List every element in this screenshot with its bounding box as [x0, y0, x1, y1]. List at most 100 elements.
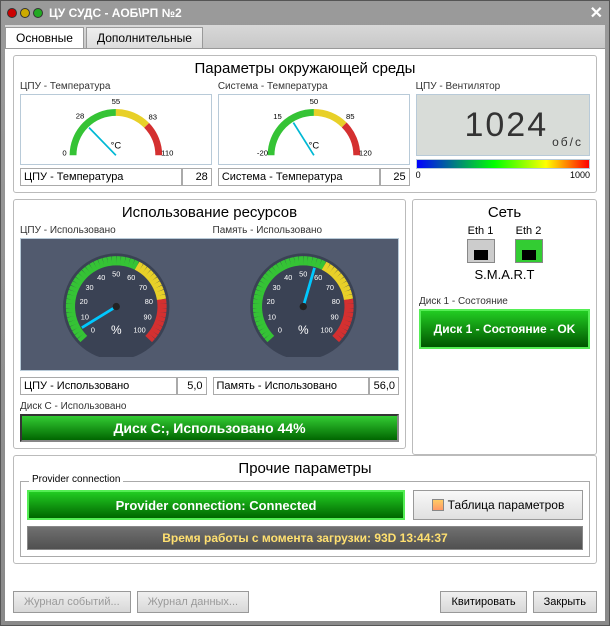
disk1-status: Диск 1 - Состояние - OK: [419, 309, 590, 349]
sys-temp-gauge: -20155085120°C: [218, 94, 410, 165]
provider-text: Provider connection: Connected: [116, 498, 317, 513]
sys-temp-value[interactable]: [380, 168, 410, 186]
cpu-use-reading-label[interactable]: [20, 377, 177, 395]
sys-temp-svg: -20155085120°C: [221, 97, 407, 157]
cpu-temp-label: ЦПУ - Температура: [20, 81, 212, 92]
cpu-use-label: ЦПУ - Использовано: [20, 225, 207, 236]
mem-use-reading-label[interactable]: [213, 377, 370, 395]
uptime-text: Время работы с момента загрузки: 93D 13:…: [162, 531, 447, 545]
params-table-label: Таблица параметров: [448, 498, 565, 512]
svg-text:0: 0: [277, 326, 281, 335]
disk-label: Диск C - Использовано: [20, 401, 399, 412]
svg-text:20: 20: [266, 297, 274, 306]
window-body: Основные Дополнительные Параметры окружа…: [5, 25, 605, 621]
tab-extra[interactable]: Дополнительные: [86, 27, 203, 48]
svg-text:0: 0: [91, 326, 95, 335]
svg-text:10: 10: [81, 313, 89, 322]
eth1-port-icon: [467, 239, 495, 263]
fan-min: 0: [416, 170, 421, 180]
cpu-temp-reading-label[interactable]: [20, 168, 182, 186]
tab-main[interactable]: Основные: [5, 27, 84, 48]
svg-text:60: 60: [127, 273, 135, 282]
svg-text:70: 70: [139, 283, 147, 292]
cpu-temp-value[interactable]: [182, 168, 212, 186]
svg-text:120: 120: [359, 148, 372, 157]
dot-green: [33, 8, 43, 18]
svg-text:15: 15: [273, 112, 282, 121]
close-icon[interactable]: ✕: [590, 3, 603, 23]
close-button[interactable]: Закрыть: [533, 591, 597, 613]
fan-label: ЦПУ - Вентилятор: [416, 81, 590, 92]
env-title: Параметры окружающей среды: [20, 60, 590, 77]
disk1-text: Диск 1 - Состояние - OK: [434, 322, 576, 336]
mem-use-value[interactable]: [369, 377, 399, 395]
cpu-radial: 0102030405060708090100%: [25, 247, 208, 357]
svg-text:90: 90: [330, 313, 338, 322]
provider-status[interactable]: Provider connection: Connected: [27, 490, 405, 520]
svg-text:85: 85: [346, 112, 355, 121]
svg-text:28: 28: [76, 111, 85, 120]
provider-box: Provider connection Provider connection:…: [20, 481, 590, 557]
svg-text:83: 83: [148, 112, 157, 121]
cpu-use-value[interactable]: [177, 377, 207, 395]
cpu-use-cell: ЦПУ - Использовано: [20, 225, 207, 238]
svg-text:%: %: [111, 323, 122, 337]
fan-scale: 0 1000: [416, 170, 590, 180]
svg-text:-20: -20: [257, 148, 268, 157]
provider-legend: Provider connection: [29, 474, 123, 485]
svg-text:80: 80: [331, 297, 339, 306]
group-resources: Использование ресурсов ЦПУ - Использован…: [13, 199, 406, 449]
sys-temp-label: Система - Температура: [218, 81, 410, 92]
svg-text:100: 100: [320, 326, 332, 335]
dot-yellow: [20, 8, 30, 18]
svg-text:%: %: [297, 323, 308, 337]
svg-text:40: 40: [284, 273, 292, 282]
group-environment: Параметры окружающей среды ЦПУ - Темпера…: [13, 55, 597, 193]
content: Параметры окружающей среды ЦПУ - Темпера…: [5, 49, 605, 578]
svg-text:°C: °C: [111, 139, 122, 150]
main-window: ЦУ СУДС - АОБ\РП №2 ✕ Основные Дополните…: [0, 0, 610, 626]
mem-use-label: Память - Использовано: [213, 225, 400, 236]
fan-cell: ЦПУ - Вентилятор 1024 об/с 0 1000: [416, 81, 590, 186]
eth2: Eth 2: [515, 225, 543, 263]
eth2-port-icon: [515, 239, 543, 263]
svg-text:90: 90: [144, 313, 152, 322]
radial-area: 0102030405060708090100% 0102030405060708…: [20, 238, 399, 371]
disk-c-bar: Диск C:, Использовано 44%: [20, 414, 399, 442]
table-icon: [432, 499, 444, 511]
eth2-label: Eth 2: [515, 225, 543, 237]
svg-text:70: 70: [325, 283, 333, 292]
titlebar: ЦУ СУДС - АОБ\РП №2 ✕: [1, 1, 609, 25]
eth1: Eth 1: [467, 225, 495, 263]
params-table-button[interactable]: Таблица параметров: [413, 490, 583, 520]
res-title: Использование ресурсов: [20, 204, 399, 221]
svg-text:60: 60: [314, 273, 322, 282]
svg-text:55: 55: [112, 97, 121, 106]
svg-text:80: 80: [145, 297, 153, 306]
group-network: Сеть Eth 1 Eth 2 S.M.A.R.T: [412, 199, 597, 455]
svg-text:50: 50: [112, 269, 120, 278]
footer: Журнал событий... Журнал данных... Квити…: [13, 591, 597, 613]
mem-radial: 0102030405060708090100%: [212, 247, 395, 357]
log-data-button[interactable]: Журнал данных...: [137, 591, 249, 613]
tab-bar: Основные Дополнительные: [5, 25, 605, 49]
svg-text:100: 100: [133, 326, 145, 335]
log-events-button[interactable]: Журнал событий...: [13, 591, 131, 613]
svg-text:50: 50: [309, 97, 318, 106]
disk-c-text: Диск C:, Использовано 44%: [113, 420, 305, 436]
fan-value: 1024: [464, 106, 548, 145]
svg-text:10: 10: [267, 313, 275, 322]
traffic-lights: [7, 8, 43, 18]
ack-button[interactable]: Квитировать: [440, 591, 526, 613]
group-other: Прочие параметры Provider connection Pro…: [13, 455, 597, 564]
cpu-temp-gauge: 0285583110°C: [20, 94, 212, 165]
smart-label: S.M.A.R.T: [419, 267, 590, 282]
mem-use-cell: Память - Использовано: [213, 225, 400, 238]
cpu-temp-svg: 0285583110°C: [23, 97, 209, 157]
fan-bar: [416, 159, 590, 169]
fan-unit: об/с: [552, 135, 583, 149]
eth1-label: Eth 1: [467, 225, 495, 237]
sys-temp-reading-label[interactable]: [218, 168, 380, 186]
dot-red: [7, 8, 17, 18]
net-title: Сеть: [419, 204, 590, 221]
